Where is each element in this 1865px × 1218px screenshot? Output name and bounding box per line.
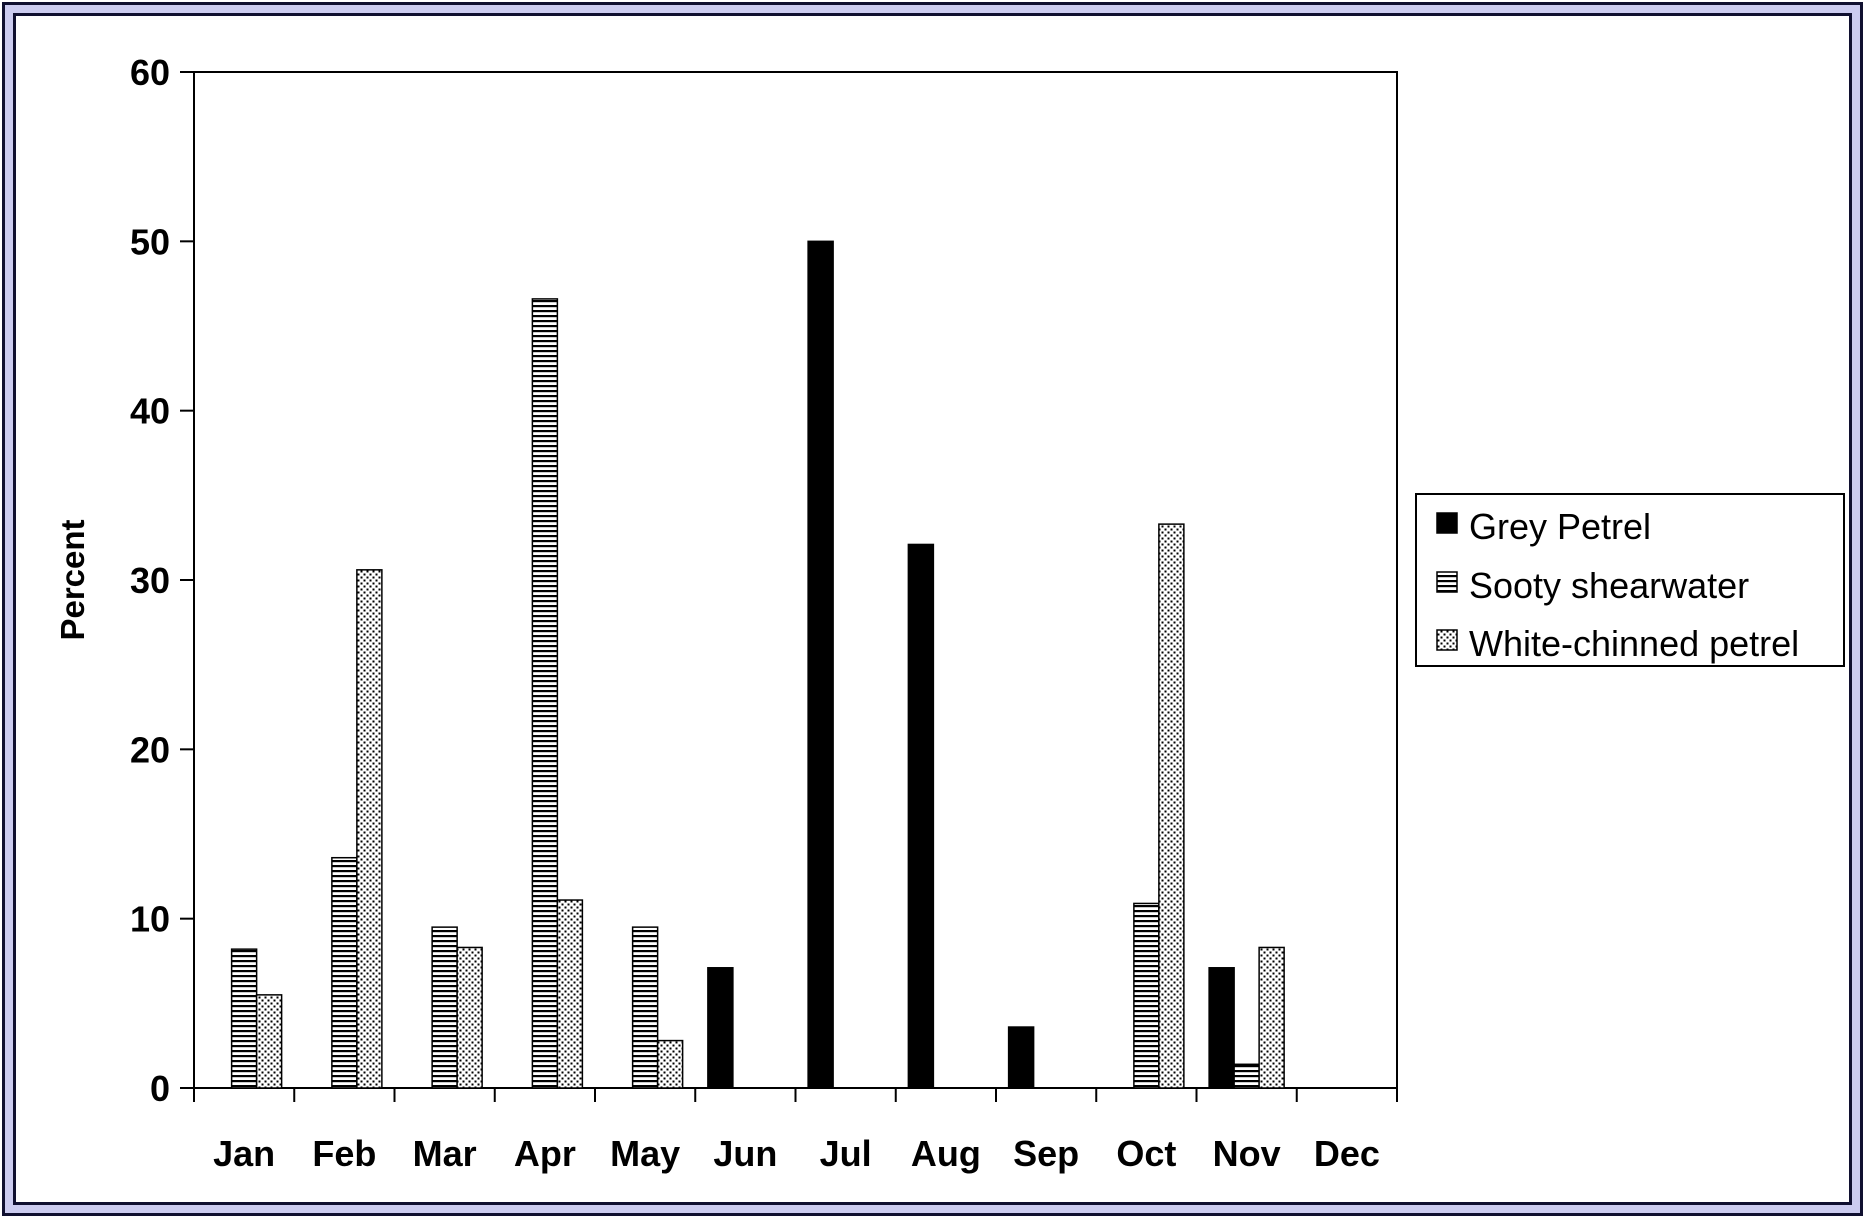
bar-sooty-shearwater-may	[631, 926, 659, 1089]
bars	[230, 240, 1285, 1089]
legend-label-white-chinned-petrel: White-chinned petrel	[1469, 623, 1799, 664]
bar-grey-petrel-sep	[1007, 1026, 1035, 1089]
x-tick-label-mar: Mar	[413, 1133, 477, 1174]
legend-swatch-sooty-shearwater	[1436, 571, 1458, 593]
y-tick-label: 60	[130, 52, 170, 93]
bar-white-chinned-petrel-mar	[456, 946, 483, 1089]
bar-sooty-shearwater-oct	[1133, 902, 1160, 1089]
bar-white-chinned-petrel-feb	[356, 569, 383, 1089]
x-tick-label-feb: Feb	[312, 1133, 376, 1174]
y-tick-label: 40	[130, 391, 170, 432]
bar-white-chinned-petrel-nov	[1258, 946, 1285, 1089]
y-axis-title: Percent	[54, 519, 91, 640]
plot-area	[193, 71, 1398, 1089]
y-tick-label: 50	[130, 221, 170, 262]
legend-label-sooty-shearwater: Sooty shearwater	[1469, 565, 1749, 606]
bar-white-chinned-petrel-apr	[556, 899, 584, 1089]
legend: Grey Petrel Sooty shearwater White-chinn…	[1415, 493, 1845, 667]
x-tick-label-jul: Jul	[820, 1133, 872, 1174]
bar-sooty-shearwater-feb	[331, 856, 358, 1089]
bar-white-chinned-petrel-jan	[255, 994, 283, 1089]
y-tick-label: 0	[150, 1068, 170, 1109]
bar-sooty-shearwater-apr	[531, 298, 559, 1089]
y-tick-label: 10	[130, 899, 170, 940]
x-tick-label-sep: Sep	[1013, 1133, 1079, 1174]
bar-sooty-shearwater-jan	[230, 948, 258, 1089]
bar-white-chinned-petrel-may	[656, 1039, 684, 1089]
bar-sooty-shearwater-mar	[431, 926, 458, 1089]
legend-swatch-white-chinned-petrel	[1436, 629, 1458, 651]
x-tick-label-nov: Nov	[1213, 1133, 1281, 1174]
x-tick-label-dec: Dec	[1314, 1133, 1380, 1174]
bar-sooty-shearwater-nov	[1233, 1063, 1260, 1089]
x-tick-label-jun: Jun	[713, 1133, 777, 1174]
bar-grey-petrel-jun	[707, 967, 734, 1089]
x-tick-label-aug: Aug	[911, 1133, 981, 1174]
x-tick-label-jan: Jan	[213, 1133, 275, 1174]
x-tick-label-oct: Oct	[1116, 1133, 1176, 1174]
bar-white-chinned-petrel-oct	[1158, 523, 1185, 1089]
legend-swatch-grey-petrel	[1436, 512, 1458, 534]
bar-grey-petrel-nov	[1208, 967, 1235, 1089]
bar-grey-petrel-aug	[907, 543, 935, 1089]
legend-label-grey-petrel: Grey Petrel	[1469, 506, 1651, 547]
bar-grey-petrel-jul	[807, 240, 834, 1089]
y-tick-label: 20	[130, 729, 170, 770]
y-tick-label: 30	[130, 560, 170, 601]
x-axis: Jan Feb Mar Apr May Jun Jul Aug Sep Oct Nov Dec	[193, 1088, 1398, 1174]
x-tick-label-may: May	[610, 1133, 680, 1174]
y-axis: 0 10 20 30 40 50 60	[130, 52, 194, 1109]
legend-box	[1415, 493, 1845, 667]
x-tick-label-apr: Apr	[514, 1133, 576, 1174]
